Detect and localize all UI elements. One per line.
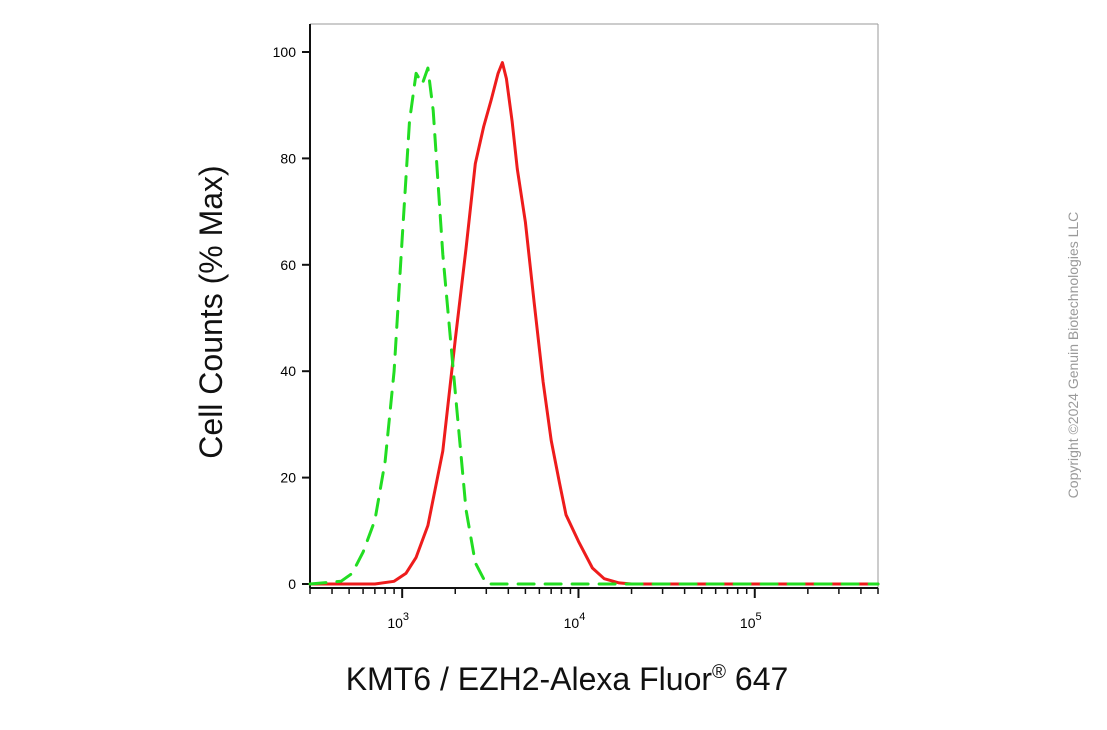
x-axis-label-superscript: ® <box>712 662 726 683</box>
y-tick-label: 60 <box>280 257 296 273</box>
y-axis-label: Cell Counts (% Max) <box>193 165 229 458</box>
x-tick-label: 105 <box>740 611 762 631</box>
y-tick-label: 100 <box>273 44 297 60</box>
stained-histogram-line <box>308 61 880 586</box>
y-tick-label: 20 <box>280 470 296 486</box>
x-tick-label: 103 <box>387 611 409 631</box>
plot-frame <box>309 23 879 589</box>
series-layer <box>308 61 880 586</box>
copyright-watermark: Copyright ©2024 Genuin Biotechnologies L… <box>1065 212 1081 499</box>
y-ticks: 0 20 40 60 80 100 <box>273 44 310 592</box>
y-tick-label: 80 <box>280 150 296 166</box>
y-tick-label: 0 <box>288 576 296 592</box>
y-tick-label: 40 <box>280 363 296 379</box>
x-axis-label-suffix: 647 <box>726 661 788 697</box>
x-axis-label: KMT6 / EZH2-Alexa Fluor® 647 <box>346 661 789 697</box>
x-axis-label-main: KMT6 / EZH2-Alexa Fluor <box>346 661 713 697</box>
control-histogram-line <box>308 66 880 586</box>
x-ticks: 103 104 105 <box>309 588 879 631</box>
x-tick-label: 104 <box>564 611 586 631</box>
